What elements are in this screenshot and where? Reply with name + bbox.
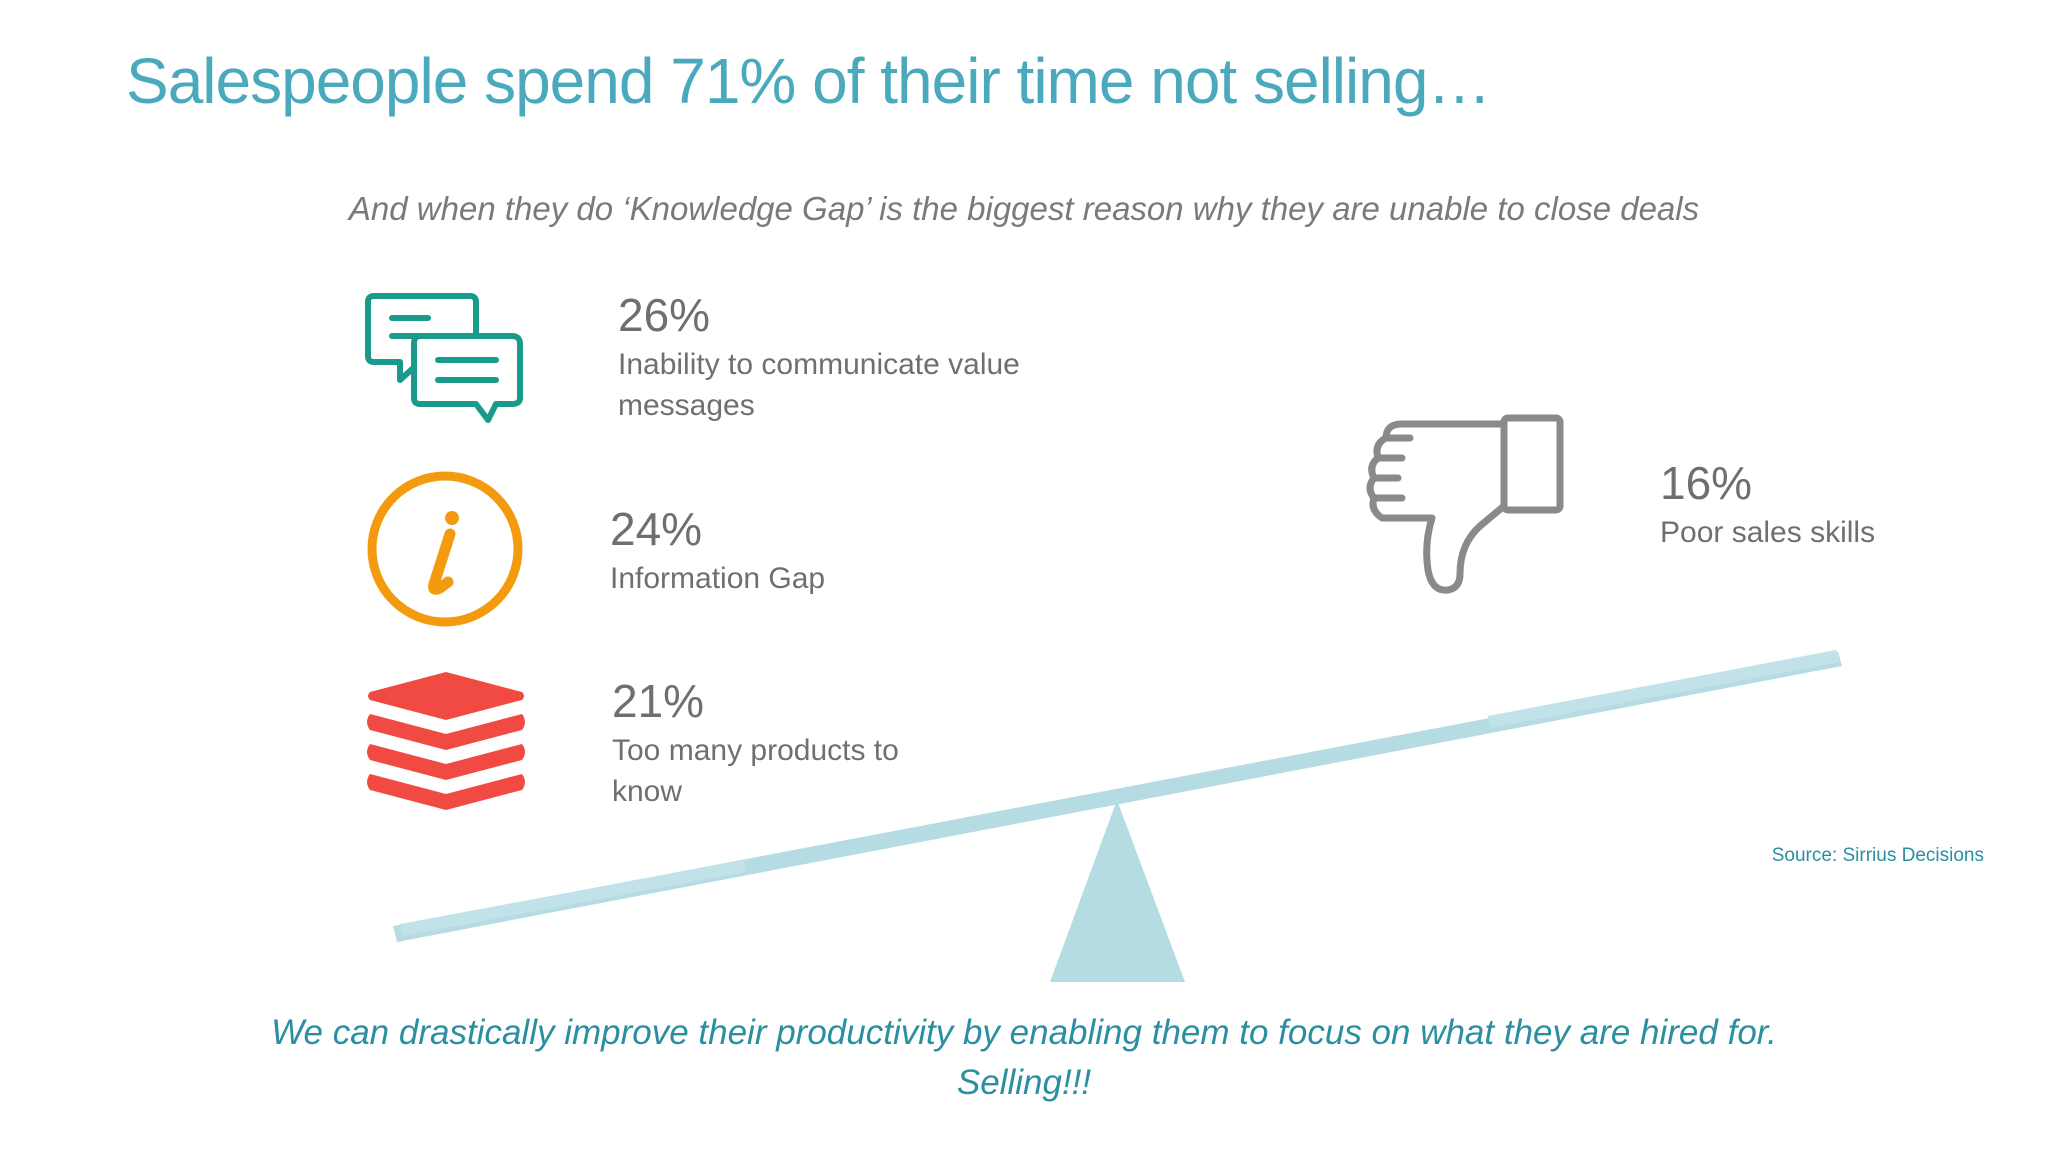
stacked-layers-icon [367,672,525,810]
stat-percent: 16% [1660,457,1753,509]
stat-item-sales-skills [1362,414,1566,596]
seesaw-left-weight [400,860,746,936]
tagline-line-1: We can drastically improve their product… [271,1013,1777,1052]
tagline-line-2: Selling!!! [956,1063,1092,1102]
stat-text-products: 21% Too many products to know [612,674,952,812]
stat-item-communication [362,288,528,424]
stat-percent: 21% [612,675,705,727]
stat-text-communication: 26% Inability to communicate value messa… [618,288,1058,426]
info-icon [367,471,523,627]
chat-bubbles-icon [365,293,523,423]
stat-label: Information Gap [610,562,826,595]
stat-text-information: 24% Information Gap [610,502,1050,599]
slide-subtitle: And when they do ‘Knowledge Gap’ is the … [348,190,1700,227]
stat-item-information [364,468,526,630]
seesaw-plank [393,652,1842,942]
stat-label: Inability to communicate value messages [618,348,1020,422]
stat-percent: 26% [618,289,711,341]
seesaw-fulcrum [1050,800,1185,982]
seesaw-right-weight [1488,650,1840,728]
slide-title: Salespeople spend 71% of their time not … [126,45,1491,117]
closing-tagline: We can drastically improve their product… [0,1008,2048,1108]
stat-label: Too many products to know [612,734,899,808]
source-citation: Source: Sirrius Decisions [1771,845,1984,866]
stat-item-products [366,668,526,810]
stat-label: Poor sales skills [1660,516,1876,549]
stat-percent: 24% [610,503,703,555]
thumbs-down-icon [1366,414,1564,594]
stat-text-sales-skills: 16% Poor sales skills [1660,456,2000,553]
